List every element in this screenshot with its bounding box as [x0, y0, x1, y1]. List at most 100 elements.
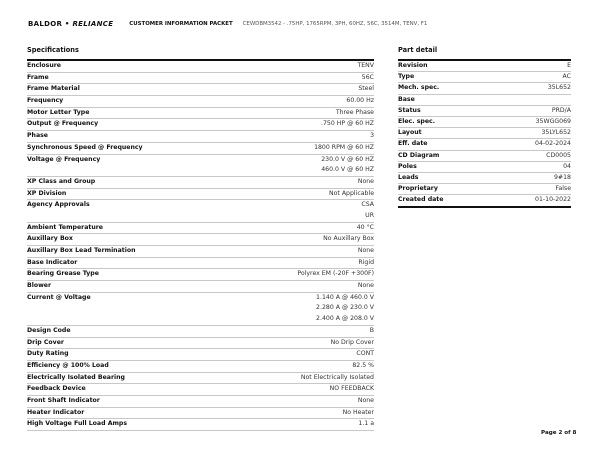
spec-value-line: .750 HP @ 60 HZ: [321, 120, 374, 128]
part-row: Layout 35LYL652: [398, 127, 571, 140]
spec-label: Bearing Grease Type: [27, 268, 236, 282]
specifications-title: Specifications: [27, 46, 79, 54]
part-value: CD0005: [494, 150, 571, 162]
part-detail-title: Part detail: [398, 46, 438, 54]
spec-label: Auxillary Box: [27, 233, 236, 246]
spec-value-line: None: [357, 177, 374, 185]
spec-row: Ambient Temperature 40 °C: [27, 222, 374, 235]
page-header: BALDOR • RELIANCE CUSTOMER INFORMATION P…: [28, 20, 427, 28]
spec-row: Output @ Frequency .750 HP @ 60 HZ: [27, 118, 374, 132]
spec-value: Not Applicable: [235, 188, 374, 201]
spec-value-line: Rigid: [358, 258, 374, 266]
spec-value: NO FEEDBACK: [235, 383, 374, 396]
spec-label: Current @ Voltage: [27, 292, 236, 326]
spec-label: Enclosure: [27, 60, 236, 73]
spec-row: Synchronous Speed @ Frequency 1800 RPM @ …: [27, 142, 374, 155]
spec-label: Frame: [27, 72, 236, 85]
spec-value-line: UR: [365, 211, 374, 219]
part-detail-table: Revision E Type AC Mech. spec. 35L652 Base Stat…: [398, 59, 571, 208]
spec-row: Current @ Voltage 1.140 A @ 460.0 V 2.280 …: [27, 292, 374, 326]
part-row: Poles 04: [398, 161, 571, 174]
spec-label: Blower: [27, 280, 236, 293]
spec-label: Frame Material: [27, 83, 236, 97]
spec-value-line: None: [357, 282, 374, 290]
spec-value-line: 2.280 A @ 230.0 V: [316, 304, 374, 312]
spec-row: Drip Cover No Drip Cover: [27, 337, 374, 350]
part-row: Proprietary False: [398, 183, 571, 196]
part-label: Type: [398, 71, 495, 84]
spec-value: 82.5 %: [235, 360, 374, 373]
spec-value-line: 460.0 V @ 60 HZ: [321, 166, 374, 174]
spec-label: Feedback Device: [27, 383, 236, 396]
spec-row: Front Shaft Indicator None: [27, 395, 374, 408]
part-label: Eff. date: [398, 138, 495, 151]
spec-label: Output @ Frequency: [27, 118, 236, 132]
spec-value-line: Polyrex EM (-20F +300F): [297, 270, 374, 278]
part-value: False: [494, 183, 571, 196]
spec-label: Electrically Isolated Bearing: [27, 372, 236, 385]
spec-row: Frame Material Steel: [27, 83, 374, 97]
spec-row: Feedback Device NO FEEDBACK: [27, 383, 374, 396]
spec-value: .750 HP @ 60 HZ: [235, 118, 374, 132]
part-label: Base: [398, 94, 495, 106]
spec-label: Heater Indicator: [27, 407, 236, 420]
part-label: Layout: [398, 127, 495, 140]
part-label: Leads: [398, 172, 495, 185]
spec-value-line: 82.5 %: [352, 361, 374, 369]
part-row: Eff. date 04-02-2024: [398, 138, 571, 151]
part-row: Created date 01-10-2022: [398, 194, 571, 208]
spec-value: Steel: [235, 83, 374, 97]
packet-title: CUSTOMER INFORMATION PACKET: [129, 21, 233, 27]
spec-value: 60.00 Hz: [235, 95, 374, 108]
spec-value-line: 3: [370, 132, 374, 140]
spec-label: Ambient Temperature: [27, 222, 236, 235]
spec-label: Motor Letter Type: [27, 107, 236, 120]
brand-logo: BALDOR • RELIANCE: [28, 20, 114, 28]
spec-label: Agency Approvals: [27, 199, 236, 223]
part-label: Elec. spec.: [398, 116, 495, 129]
spec-label: XP Class and Group: [27, 176, 236, 189]
spec-row: Auxillary Box No Auxillary Box: [27, 233, 374, 246]
spec-value-line: TENV: [357, 62, 374, 69]
spec-value-line: Not Applicable: [329, 189, 374, 197]
spec-row: Duty Rating CONT: [27, 348, 374, 361]
part-label: Revision: [398, 60, 495, 73]
spec-row: Base Indicator Rigid: [27, 257, 374, 270]
part-row: Leads 9#18: [398, 172, 571, 185]
spec-value: No Drip Cover: [235, 337, 374, 350]
spec-label: High Voltage Full Load Amps: [27, 418, 236, 431]
spec-value: Three Phase: [235, 107, 374, 120]
spec-value: Polyrex EM (-20F +300F): [235, 268, 374, 282]
spec-value-line: B: [369, 326, 374, 334]
part-label: Created date: [398, 194, 495, 208]
spec-value-line: No Heater: [342, 408, 374, 416]
part-label: Proprietary: [398, 183, 495, 196]
spec-label: Auxillary Box Lead Termination: [27, 245, 236, 258]
spec-value: 1.1 a: [235, 418, 374, 431]
spec-value-line: Three Phase: [335, 108, 374, 116]
spec-value-line: 56C: [361, 73, 374, 81]
spec-value: CONT: [235, 348, 374, 361]
spec-value: Rigid: [235, 257, 374, 270]
spec-label: Front Shaft Indicator: [27, 395, 236, 408]
spec-value-line: CSA: [361, 201, 374, 209]
spec-value: None: [235, 245, 374, 258]
part-row: Type AC: [398, 71, 571, 84]
spec-value-line: None: [357, 396, 374, 404]
spec-value: 1.140 A @ 460.0 V 2.280 A @ 230.0 V 2.400 …: [235, 292, 374, 326]
part-value: [494, 94, 571, 106]
spec-row: Phase 3: [27, 130, 374, 143]
spec-value-line: No Drip Cover: [330, 338, 374, 346]
spec-row: Heater Indicator No Heater: [27, 407, 374, 420]
spec-label: Frequency: [27, 95, 236, 108]
spec-row: Bearing Grease Type Polyrex EM (-20F +300…: [27, 268, 374, 282]
spec-value: No Heater: [235, 407, 374, 420]
spec-value-line: No Auxillary Box: [323, 235, 374, 243]
spec-label: Voltage @ Frequency: [27, 154, 236, 177]
spec-value: 230.0 V @ 60 HZ 460.0 V @ 60 HZ: [235, 154, 374, 177]
spec-label: Phase: [27, 130, 236, 143]
part-value: 01-10-2022: [494, 194, 571, 208]
spec-value: TENV: [235, 60, 374, 73]
spec-row: Frequency 60.00 Hz: [27, 95, 374, 108]
spec-value: B: [235, 325, 374, 338]
